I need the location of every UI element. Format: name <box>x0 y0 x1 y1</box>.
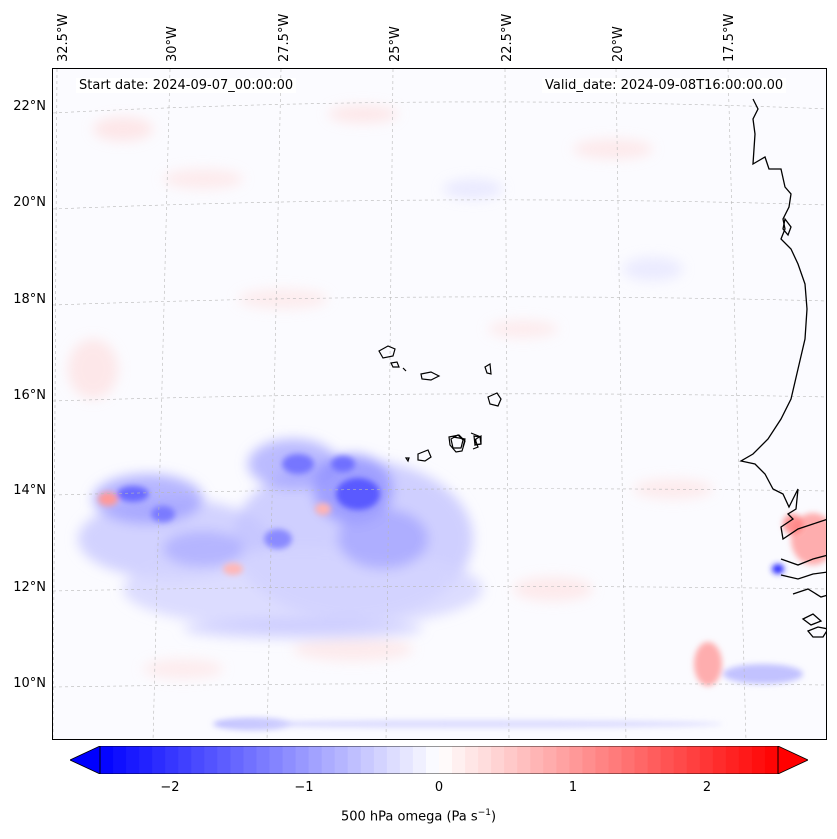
colorbar-tick-minus-2: −2 <box>160 780 180 795</box>
colorbar-cell <box>230 746 245 774</box>
colorbar-cell <box>452 746 466 774</box>
colorbar-cell <box>582 746 597 774</box>
convective-cores <box>98 454 380 575</box>
colorbar-cell <box>673 746 688 774</box>
colorbar-label: 500 hPa omega (Pa s−1) <box>340 808 497 825</box>
colorbar-tick-0: 0 <box>434 780 444 795</box>
colorbar-cell <box>373 746 388 774</box>
colorbar-cell <box>412 746 427 774</box>
coastline <box>739 98 826 638</box>
colorbar-cell <box>647 746 662 774</box>
colorbar-cell <box>738 746 753 774</box>
colorbar-cell <box>347 746 362 774</box>
colorbar-tick-1: 1 <box>568 780 578 795</box>
cape-verde-islands <box>378 345 502 463</box>
background-anomalies <box>68 105 713 679</box>
colorbar-cell <box>530 746 544 774</box>
start-date-label: Start date: 2024-09-07_00:00:00 <box>76 78 297 93</box>
lat-label-22n: 22°N <box>13 99 46 114</box>
colorbar-cell <box>517 746 531 774</box>
colorbar-variable: 500 hPa omega <box>340 809 443 825</box>
graticule <box>53 69 826 739</box>
lon-label-30w: 30°W <box>165 26 180 62</box>
colorbar-cell <box>712 746 727 774</box>
colorbar-cell <box>751 746 766 774</box>
colorbar-extend-right <box>777 746 808 774</box>
lat-label-14n: 14°N <box>13 483 46 498</box>
colorbar-cell <box>478 746 492 774</box>
colorbar-cell <box>543 746 557 774</box>
colorbar-cell <box>191 746 205 774</box>
colorbar-cell <box>243 746 258 774</box>
lat-label-10n: 10°N <box>13 676 46 691</box>
colorbar-cell <box>308 746 323 774</box>
colorbar-cell <box>764 746 779 774</box>
lat-label-12n: 12°N <box>13 580 46 595</box>
colorbar-cell <box>113 746 127 774</box>
colorbar-cell <box>595 746 610 774</box>
colorbar-cell <box>569 746 584 774</box>
colorbar-cell <box>334 746 349 774</box>
colorbar-tick-2: 2 <box>702 780 712 795</box>
colorbar-cell <box>152 746 166 774</box>
colorbar-cell <box>282 746 297 774</box>
lon-label-32-5w: 32.5°W <box>56 13 71 62</box>
colorbar-cell <box>204 746 218 774</box>
colorbar-cell <box>660 746 675 774</box>
lon-label-22-5w: 22.5°W <box>500 13 515 62</box>
colorbar-cell <box>504 746 518 774</box>
colorbar-cell <box>321 746 336 774</box>
colorbar-cell <box>699 746 714 774</box>
coastal-anomalies <box>213 513 826 730</box>
colorbar-tick-minus-1: −1 <box>294 780 314 795</box>
colorbar-cell <box>295 746 310 774</box>
colorbar-cell <box>621 746 636 774</box>
lat-label-18n: 18°N <box>13 292 46 307</box>
colorbar <box>70 746 808 774</box>
lon-label-27-5w: 27.5°W <box>277 13 292 62</box>
colorbar-units: Pa s <box>451 809 478 825</box>
colorbar-cell <box>608 746 623 774</box>
lon-label-17-5w: 17.5°W <box>722 13 737 62</box>
colorbar-cell <box>556 746 570 774</box>
colorbar-cell <box>269 746 284 774</box>
colorbar-cell <box>386 746 401 774</box>
valid-date-label: Valid_date: 2024-09-08T16:00:00.00 <box>542 78 787 93</box>
colorbar-cell <box>139 746 153 774</box>
colorbar-cell <box>360 746 375 774</box>
lat-label-16n: 16°N <box>13 388 46 403</box>
colorbar-cell <box>725 746 740 774</box>
colorbar-cell <box>126 746 140 774</box>
colorbar-extend-left <box>70 746 101 774</box>
colorbar-cell <box>425 746 440 774</box>
colorbar-cells <box>100 746 779 774</box>
colorbar-cell <box>178 746 192 774</box>
omega-field-map <box>53 69 826 739</box>
colorbar-cell <box>491 746 505 774</box>
colorbar-cell <box>399 746 414 774</box>
colorbar-cell <box>217 746 231 774</box>
convective-band <box>78 439 483 639</box>
lat-label-20n: 20°N <box>13 195 46 210</box>
colorbar-cell <box>256 746 271 774</box>
colorbar-cell <box>439 746 453 774</box>
lon-label-25w: 25°W <box>388 26 403 62</box>
colorbar-units-exponent: −1 <box>477 808 491 818</box>
colorbar-outline <box>99 746 779 774</box>
colorbar-cell <box>165 746 179 774</box>
lon-label-20w: 20°W <box>611 26 626 62</box>
colorbar-cell <box>634 746 649 774</box>
map-panel <box>52 68 827 740</box>
colorbar-cell <box>465 746 479 774</box>
colorbar-cell <box>100 746 114 774</box>
colorbar-cell <box>686 746 701 774</box>
